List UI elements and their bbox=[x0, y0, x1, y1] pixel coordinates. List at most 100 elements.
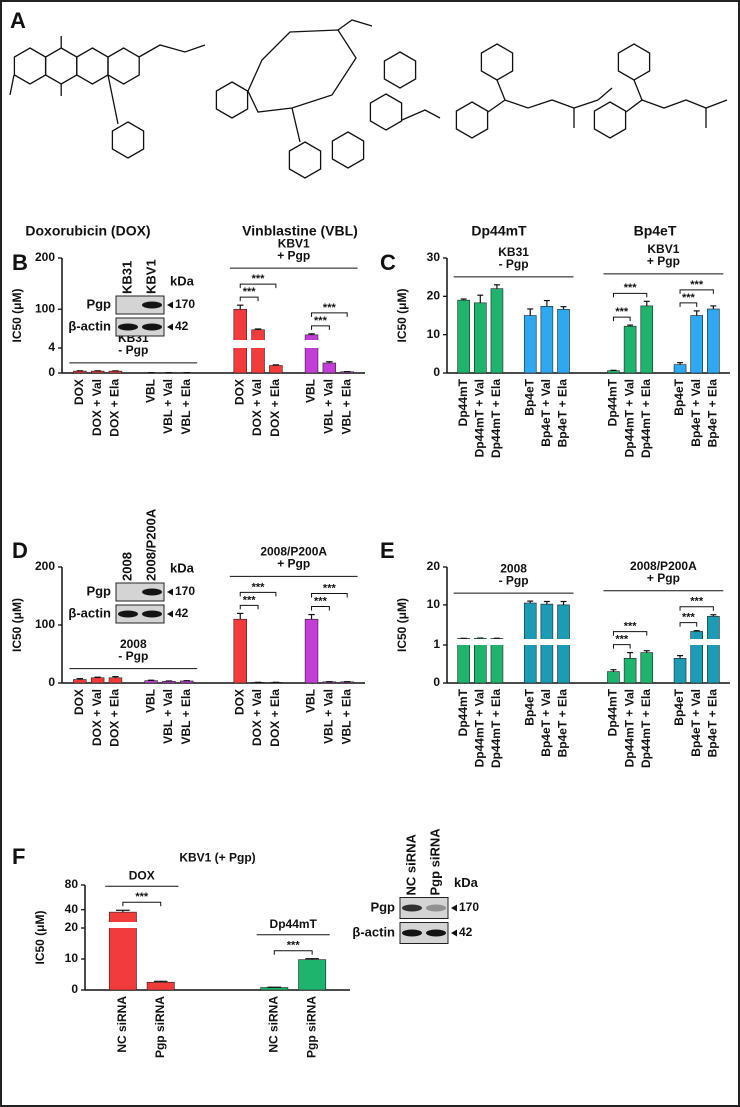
x-tick-label: DOX + Ela bbox=[108, 379, 122, 437]
y-axis-label: IC50 (μM) bbox=[395, 598, 409, 652]
ring bbox=[383, 51, 417, 89]
blot-size: 170 bbox=[459, 900, 479, 914]
ring bbox=[44, 47, 78, 85]
lane-label: Pgp siRNA bbox=[427, 828, 442, 896]
bond bbox=[138, 44, 206, 58]
significance-bracket bbox=[612, 631, 648, 636]
x-tick-label: DOX bbox=[72, 689, 86, 715]
x-tick-label: Dp44mT bbox=[606, 688, 620, 736]
blot-band bbox=[402, 929, 422, 937]
x-tick-label: VBL + Ela bbox=[339, 689, 353, 745]
ring bbox=[455, 101, 489, 139]
axis-break bbox=[539, 639, 554, 645]
axis-break bbox=[523, 639, 538, 645]
blot-row-label: β-actin bbox=[68, 318, 111, 333]
significance-bracket bbox=[311, 606, 330, 611]
bar bbox=[474, 302, 487, 374]
size-marker bbox=[167, 301, 173, 309]
significance-bracket bbox=[311, 312, 348, 317]
y-tick-label: 0 bbox=[433, 675, 440, 689]
axis-break bbox=[473, 639, 488, 645]
x-tick-label: Dp44mT + Ela bbox=[639, 689, 653, 768]
significance-bracket bbox=[679, 606, 714, 611]
bar bbox=[108, 677, 123, 684]
bar bbox=[260, 987, 289, 991]
x-tick-label: Bp4eT + Val bbox=[539, 689, 553, 757]
x-tick-label: Dp44mT + Ela bbox=[639, 379, 653, 458]
structure-vbl bbox=[215, 19, 441, 179]
x-tick-label: Pgp siRNA bbox=[153, 996, 167, 1058]
axis-break bbox=[456, 639, 471, 645]
x-tick-label: VBL bbox=[304, 379, 318, 403]
axis-break bbox=[689, 639, 704, 645]
blot-band bbox=[426, 904, 446, 912]
bar bbox=[540, 305, 554, 374]
group-note: - Pgp bbox=[499, 573, 529, 587]
y-tick-label: 80 bbox=[65, 877, 79, 891]
bond bbox=[337, 19, 373, 31]
significance-label: *** bbox=[615, 634, 629, 646]
y-tick-label: 100 bbox=[35, 617, 55, 631]
x-tick-label: NC siRNA bbox=[115, 996, 129, 1053]
group-label: 2008/P200A bbox=[630, 559, 697, 573]
axis-break bbox=[108, 922, 138, 928]
blot-size: 170 bbox=[175, 297, 195, 311]
size-marker bbox=[167, 610, 173, 618]
bar bbox=[251, 329, 265, 374]
structure-bp4et bbox=[593, 43, 728, 139]
bar bbox=[304, 618, 319, 684]
x-tick-label: VBL + Ela bbox=[179, 379, 193, 435]
bond bbox=[401, 109, 441, 121]
y-tick-label: 200 bbox=[35, 250, 55, 264]
panel-label: F bbox=[12, 844, 25, 869]
x-tick-label: VBL + Ela bbox=[179, 689, 193, 745]
x-tick-label: Dp44mT + Ela bbox=[489, 379, 503, 458]
x-tick-label: Dp44mT bbox=[456, 688, 470, 736]
significance-label: *** bbox=[323, 582, 337, 594]
x-tick-label: DOX + Ela bbox=[268, 379, 282, 437]
bar bbox=[707, 308, 720, 374]
bond bbox=[504, 99, 599, 109]
ring bbox=[593, 101, 627, 139]
x-tick-label: DOX + Val bbox=[90, 689, 104, 746]
x-tick-label: Bp4eT + Val bbox=[689, 379, 703, 447]
ring bbox=[247, 29, 357, 113]
y-tick-label: 10 bbox=[427, 597, 441, 611]
bond bbox=[487, 79, 506, 113]
bar bbox=[690, 315, 703, 374]
x-tick-label: Bp4eT + Ela bbox=[706, 689, 720, 758]
significance-label: *** bbox=[314, 315, 328, 327]
lane-label: KBV1 bbox=[143, 259, 158, 294]
blot-row-label: β-actin bbox=[68, 605, 111, 620]
y-tick-label: 1 bbox=[433, 637, 440, 651]
x-tick-label: DOX + Ela bbox=[108, 689, 122, 747]
y-axis-label: IC50 (μM) bbox=[10, 288, 24, 342]
lane-label: KB31 bbox=[119, 261, 134, 294]
group-label: KB31 bbox=[498, 245, 529, 259]
blot-strip bbox=[399, 897, 449, 919]
axis-break bbox=[489, 639, 504, 645]
compound-name: Vinblastine (VBL) bbox=[242, 223, 358, 239]
ring bbox=[617, 43, 651, 81]
significance-label: *** bbox=[243, 286, 257, 298]
x-tick-label: Bp4eT bbox=[672, 688, 686, 725]
blot-strip bbox=[115, 317, 165, 337]
y-tick-label: 0 bbox=[71, 982, 78, 996]
ring bbox=[331, 131, 365, 169]
group-label: 2008 bbox=[120, 637, 147, 651]
significance-label: *** bbox=[615, 306, 629, 318]
significance-bracket bbox=[239, 296, 259, 302]
significance-label: *** bbox=[135, 891, 149, 903]
x-tick-label: VBL + Val bbox=[322, 689, 336, 744]
significance-label: *** bbox=[252, 581, 266, 593]
y-tick-label: 30 bbox=[427, 250, 441, 264]
axis-break bbox=[304, 340, 319, 348]
significance-bracket bbox=[612, 644, 631, 649]
significance-label: *** bbox=[252, 273, 266, 285]
group-label: DOX bbox=[129, 868, 155, 882]
significance-label: *** bbox=[287, 940, 301, 952]
axis-break bbox=[556, 639, 571, 645]
x-tick-label: VBL + Ela bbox=[339, 379, 353, 435]
